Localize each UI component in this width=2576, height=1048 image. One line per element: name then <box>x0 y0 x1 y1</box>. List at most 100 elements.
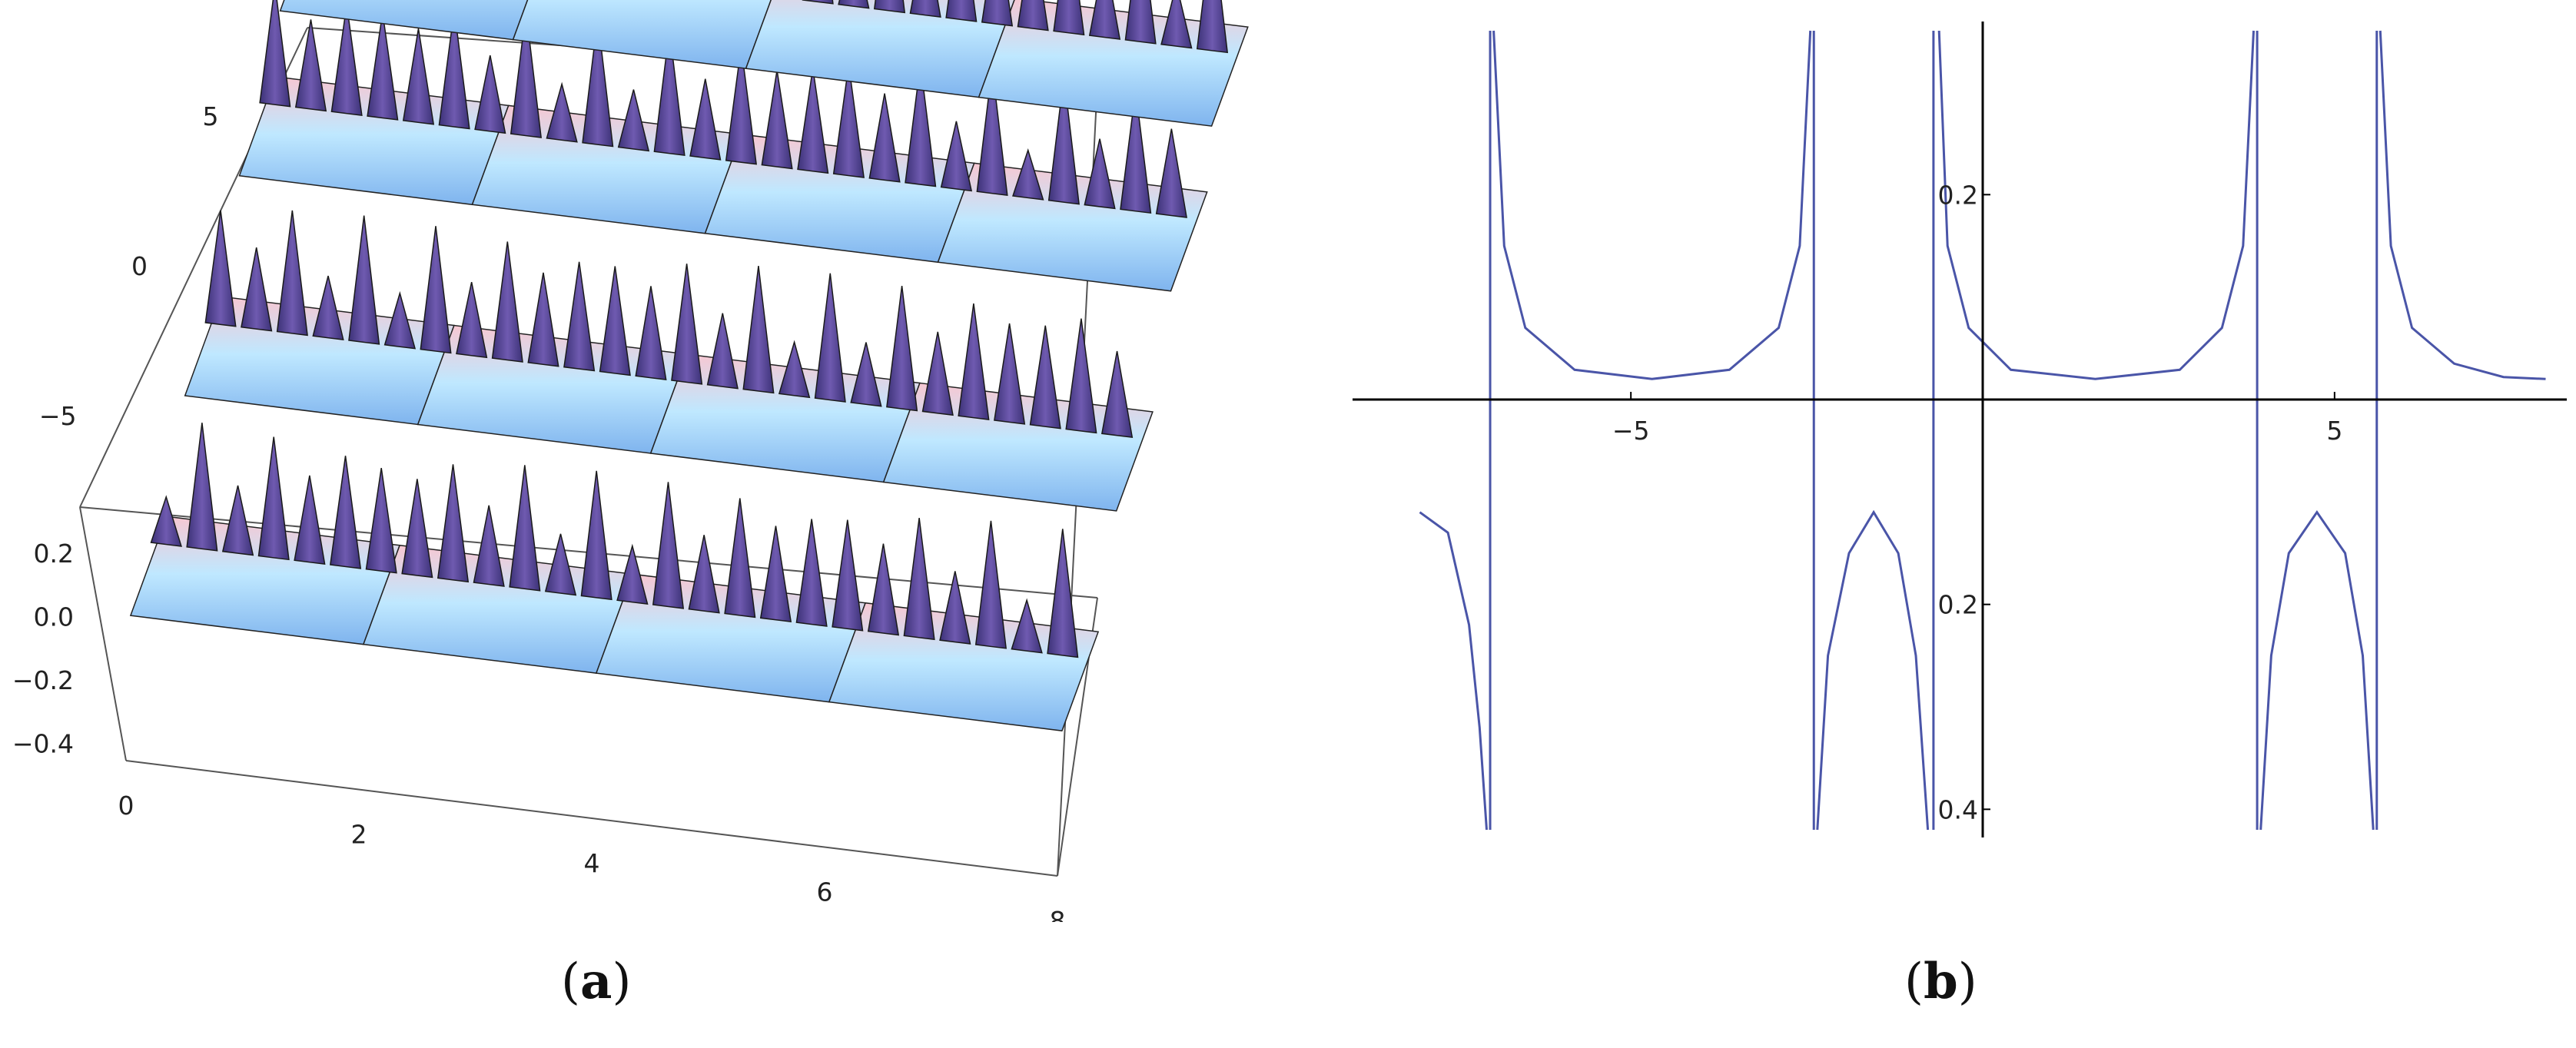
surface-spike <box>365 468 397 574</box>
surface-spike <box>1120 90 1152 214</box>
surface-spike <box>546 81 578 143</box>
surface-spike <box>330 5 363 117</box>
surface-spike <box>1084 138 1116 210</box>
surface-spike <box>724 498 756 619</box>
caption-a-close: ) <box>612 953 632 1010</box>
surface-spike <box>903 518 935 641</box>
surface-spike <box>974 520 1007 649</box>
surface-sheet <box>745 0 1015 98</box>
surface-spike <box>294 475 326 565</box>
surface-spike <box>1124 0 1157 45</box>
surface-sheet <box>279 0 529 41</box>
surface-spike <box>402 28 435 125</box>
surface-spike <box>510 11 543 138</box>
surface-spike <box>1047 529 1079 658</box>
x-tick-label: 2 <box>351 820 367 850</box>
surface-spike <box>527 272 559 367</box>
surface-spike <box>832 519 864 632</box>
surface-spike <box>473 505 505 587</box>
surface-spike <box>909 0 941 18</box>
caption-b: (b) <box>1904 953 1977 1010</box>
surface-spike <box>599 266 631 376</box>
surface-spike <box>945 0 978 22</box>
line-plot: −5 5 0.2 0.2 0.4 <box>1353 22 2567 837</box>
surface-spike <box>850 342 882 407</box>
curves <box>1419 30 2546 831</box>
axes <box>1353 22 2567 837</box>
surface-spike <box>1065 318 1097 434</box>
surface-spike <box>706 313 739 390</box>
surface-spike <box>150 495 182 547</box>
curve-branch-6 <box>2378 30 2546 380</box>
panel-a: 0 2 4 6 8 5 0 −5 0.2 0.0 −0.2 −0.4 <box>0 0 1276 1048</box>
surface-spike <box>795 519 828 627</box>
asymptotes <box>1489 31 2378 830</box>
surface-spike <box>617 89 650 152</box>
surface <box>129 0 1249 731</box>
surface-spike <box>981 0 1014 27</box>
y-tick-label: 0.4 <box>1938 794 1978 824</box>
z-tick-label: 0.0 <box>34 602 74 632</box>
surface-spike <box>761 70 793 170</box>
surface-spike <box>939 571 971 645</box>
surface-spike <box>438 9 470 130</box>
y-tick-label: 0.2 <box>1938 590 1978 620</box>
surface-spike <box>814 273 846 403</box>
surface-spike <box>1100 350 1134 439</box>
surface-spike <box>976 67 1008 196</box>
y-tick-label: 0 <box>131 251 148 281</box>
surface-spike <box>940 121 973 192</box>
surface-spike <box>1017 0 1049 32</box>
surface-spike <box>1012 148 1044 201</box>
x-tick-label: 4 <box>584 848 600 878</box>
surface-spike <box>671 264 703 385</box>
surface-spike <box>616 543 649 605</box>
surface-spike <box>921 331 954 416</box>
surface-spike <box>580 470 612 601</box>
surface-spike <box>867 543 900 636</box>
curve-branch-5 <box>2259 510 2375 831</box>
x-tick-label: −5 <box>1612 416 1650 446</box>
curve-branch-1 <box>1419 511 1488 831</box>
surface-spike <box>257 436 290 561</box>
surface-spike <box>312 275 344 341</box>
panel-b: −5 5 0.2 0.2 0.4 <box>1306 0 2576 1048</box>
surface-spike <box>802 0 834 5</box>
surface-spike <box>474 55 506 134</box>
z-tick-label: 0.2 <box>34 539 74 569</box>
curve-branch-2 <box>1492 30 1812 380</box>
caption-a: (a) <box>561 953 631 1010</box>
surface-spike <box>873 0 906 14</box>
surface-spike <box>1029 325 1061 429</box>
surface-spike <box>994 323 1026 425</box>
surface-spike <box>544 533 577 596</box>
curve-branch-4 <box>1937 30 2255 380</box>
y-tick-label: 0.2 <box>1938 180 1978 210</box>
surface-spike <box>186 423 218 552</box>
surface-spike <box>491 241 523 363</box>
surface-spike <box>688 535 720 614</box>
surface-spike <box>759 526 792 623</box>
surface-spike <box>1047 75 1080 205</box>
surface-spike <box>1160 0 1193 49</box>
surface-ridge-1 <box>129 423 1100 731</box>
y-tick-label: −5 <box>39 401 77 431</box>
surface-spike <box>689 78 722 161</box>
surface-spike <box>456 281 488 359</box>
surface-spike <box>905 63 937 187</box>
x-tick-label: 5 <box>2326 416 2342 446</box>
surface-spike <box>367 12 399 121</box>
surface-spike <box>259 0 291 108</box>
caption-a-open: ( <box>561 953 580 1010</box>
surface-spike <box>1088 0 1121 40</box>
x-tick-label: 6 <box>817 877 833 907</box>
surface-spike <box>221 485 254 556</box>
surface-spike <box>778 340 811 399</box>
caption-b-letter: b <box>1923 953 1958 1010</box>
curve-branch-3 <box>1816 509 1930 831</box>
surface-spike <box>652 482 685 609</box>
surface-ridge-2 <box>184 210 1154 512</box>
z-tick-label: −0.4 <box>12 728 74 758</box>
x-tick-label: 0 <box>118 791 134 821</box>
surface-spike <box>1011 598 1043 654</box>
